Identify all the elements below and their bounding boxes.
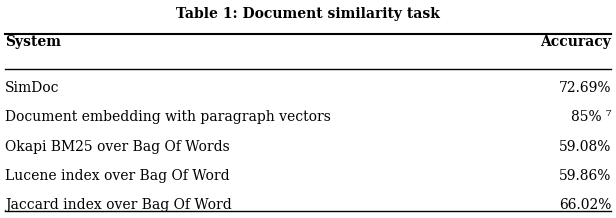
Text: Jaccard index over Bag Of Word: Jaccard index over Bag Of Word bbox=[5, 198, 232, 212]
Text: 59.86%: 59.86% bbox=[559, 169, 611, 183]
Text: Document embedding with paragraph vectors: Document embedding with paragraph vector… bbox=[5, 110, 331, 124]
Text: Lucene index over Bag Of Word: Lucene index over Bag Of Word bbox=[5, 169, 230, 183]
Text: 66.02%: 66.02% bbox=[559, 198, 611, 212]
Text: Okapi BM25 over Bag Of Words: Okapi BM25 over Bag Of Words bbox=[5, 140, 230, 153]
Text: Table 1: Document similarity task: Table 1: Document similarity task bbox=[176, 7, 440, 20]
Text: SimDoc: SimDoc bbox=[5, 81, 59, 95]
Text: System: System bbox=[5, 35, 61, 49]
Text: 72.69%: 72.69% bbox=[559, 81, 611, 95]
Text: Accuracy: Accuracy bbox=[540, 35, 611, 49]
Text: 85% ⁷: 85% ⁷ bbox=[570, 110, 611, 124]
Text: 59.08%: 59.08% bbox=[559, 140, 611, 153]
